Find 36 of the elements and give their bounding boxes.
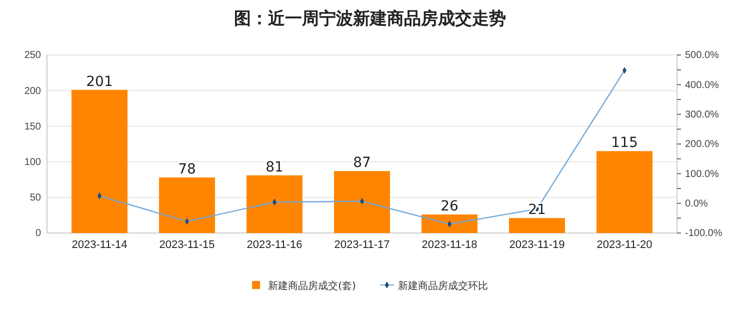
legend-label: 新建商品房成交环比 [398,280,488,292]
bar [159,177,215,233]
x-tick-label: 2023-11-14 [72,238,128,251]
x-tick-label: 2023-11-20 [596,238,652,251]
bar [422,214,478,233]
bar [72,90,128,233]
y-tick-label: 150 [24,121,42,132]
y2-tick-label: 0.0% [685,198,708,210]
y2-tick-label: 300.0% [685,110,720,121]
data-label: 26 [440,198,458,214]
y2-tick-label: 400.0% [685,80,720,91]
bar [334,171,390,233]
bar [246,175,302,233]
bar [509,218,565,233]
chart-title: 图：近一周宁波新建商品房成交走势 [234,9,506,29]
x-tick-label: 2023-11-19 [509,238,565,251]
y2-tick-label: 100.0% [685,168,720,180]
y-tick-label: 100 [24,157,42,168]
x-tick-label: 2023-11-18 [422,238,478,251]
y-tick-label: 50 [30,192,42,204]
y2-tick-label: 200.0% [685,139,720,150]
x-tick-label: 2023-11-16 [246,238,302,251]
data-label: 87 [353,155,371,172]
legend-label: 新建商品房成交(套) [268,280,356,292]
bar [596,151,652,233]
x-tick-label: 2023-11-17 [334,238,390,251]
data-label: 201 [86,74,113,90]
y-tick-label: 200 [24,86,42,97]
x-tick-label: 2023-11-15 [159,238,215,251]
y2-tick-label: -100.0% [685,228,722,240]
y-tick-label: 0 [35,228,42,240]
data-label: 78 [178,161,196,178]
y2-tick-label: 500.0% [685,50,720,62]
data-label: 115 [611,135,638,152]
data-label: 81 [266,159,284,176]
y-tick-label: 250 [24,50,42,62]
